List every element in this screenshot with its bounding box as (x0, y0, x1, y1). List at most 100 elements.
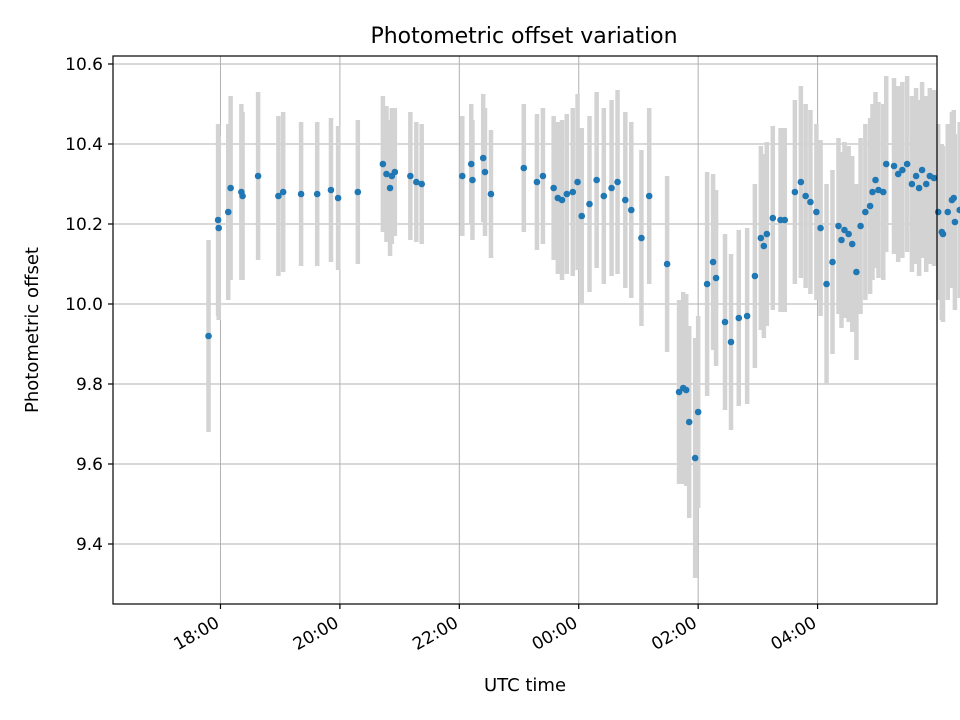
data-point (622, 196, 629, 204)
data-point (857, 222, 864, 230)
data-point (915, 184, 923, 192)
data-point (275, 192, 282, 200)
data-point (712, 274, 720, 282)
data-point (890, 162, 898, 170)
data-point (709, 258, 717, 266)
data-point (682, 386, 690, 394)
data-point (558, 196, 566, 204)
data-point (769, 214, 777, 222)
data-point (254, 172, 262, 180)
data-point (413, 178, 420, 186)
data-point (379, 160, 387, 168)
y-tick-label: 10.4 (65, 135, 103, 155)
data-point (418, 180, 426, 188)
data-point (227, 184, 234, 192)
data-point (703, 280, 711, 288)
data-point (645, 192, 653, 200)
data-point (407, 172, 414, 180)
data-point (727, 338, 735, 346)
data-point (817, 224, 824, 232)
data-point (872, 176, 879, 184)
data-point (829, 258, 836, 266)
data-point (848, 240, 856, 248)
data-point (841, 226, 848, 234)
data-point (550, 184, 557, 192)
data-point (903, 160, 911, 168)
data-point (574, 178, 581, 186)
data-point (481, 168, 489, 176)
data-point (614, 178, 621, 186)
data-point (578, 212, 586, 220)
data-point (279, 188, 287, 196)
data-point (807, 198, 814, 206)
data-point (586, 200, 593, 208)
plot-frame (112, 55, 938, 605)
data-point (383, 170, 390, 178)
y-tick-label: 10.6 (65, 55, 103, 75)
data-point (297, 190, 305, 198)
data-point (862, 208, 869, 216)
data-point (866, 202, 874, 210)
data-point (813, 208, 820, 216)
y-tick-label: 10.0 (65, 295, 103, 315)
data-point (823, 280, 830, 288)
data-point (675, 388, 683, 396)
data-point (533, 178, 541, 186)
data-point (951, 218, 959, 226)
data-point (930, 174, 938, 182)
data-point (215, 224, 222, 232)
data-point (918, 166, 926, 174)
data-point (539, 172, 547, 180)
data-point (763, 230, 771, 238)
data-point (354, 188, 362, 196)
data-point (205, 332, 212, 340)
y-axis-label: Photometric offset (22, 247, 43, 413)
data-point (908, 180, 916, 188)
data-point (882, 160, 890, 168)
data-point (600, 192, 608, 200)
data-point (781, 216, 789, 224)
data-point (791, 188, 799, 196)
data-point (563, 190, 571, 198)
data-point (735, 314, 743, 322)
data-point (467, 160, 475, 168)
data-point (797, 178, 805, 186)
data-point (845, 230, 852, 238)
data-point (922, 180, 930, 188)
y-tick-label: 9.6 (76, 455, 103, 475)
y-tick-label: 9.8 (76, 375, 103, 395)
data-point (386, 184, 394, 192)
data-point (239, 192, 246, 200)
y-tick-label: 10.2 (65, 215, 103, 235)
data-point (608, 184, 615, 192)
data-point (224, 208, 232, 216)
data-point (721, 318, 729, 326)
data-point (691, 454, 699, 462)
data-point (479, 154, 487, 162)
y-axis-ticks: 9.4 9.6 9.8 10.0 10.2 10.4 10.6 (65, 55, 113, 555)
data-point (838, 236, 845, 244)
data-point (760, 242, 768, 250)
data-point (802, 192, 809, 200)
data-point (835, 222, 842, 230)
data-point (487, 190, 495, 198)
data-point (944, 208, 952, 216)
data-point (879, 188, 887, 196)
data-point (869, 188, 876, 196)
data-point (743, 312, 751, 320)
chart-title: Photometric offset variation (370, 24, 677, 49)
data-point (391, 168, 399, 176)
data-point (939, 230, 947, 238)
data-point (894, 170, 902, 178)
data-point (685, 418, 693, 426)
data-point (469, 176, 476, 184)
data-point (334, 194, 342, 202)
data-points (205, 154, 960, 462)
data-point (313, 190, 321, 198)
data-point (912, 172, 920, 180)
data-point (627, 206, 635, 214)
data-point (569, 188, 577, 196)
data-point (663, 260, 671, 268)
